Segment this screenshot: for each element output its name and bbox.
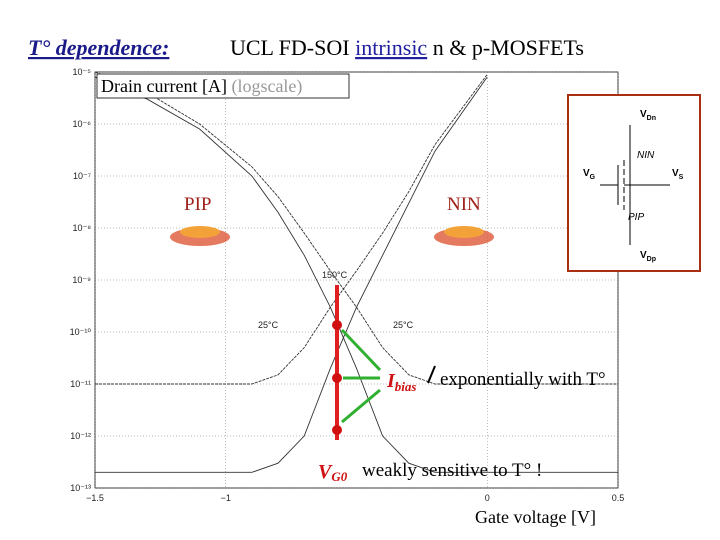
title-part: n & p-MOSFETs — [427, 35, 584, 60]
title-part: intrinsic — [355, 35, 427, 60]
y-tick-label: 10⁻¹³ — [70, 483, 91, 493]
inset-text: V — [583, 168, 590, 179]
ylabel: Drain current [A] — [101, 76, 227, 96]
inset-text: S — [679, 174, 684, 181]
inset-text: V — [640, 250, 647, 261]
curve — [95, 76, 488, 473]
y-tick-label: 10⁻¹¹ — [70, 379, 91, 389]
vg0-sub: G0 — [331, 469, 347, 484]
flame-icon — [170, 226, 494, 246]
ibias-label: Ibias — [386, 370, 416, 394]
inset-text: VDn — [640, 109, 656, 122]
ylabel-note: (logscale) — [231, 76, 302, 97]
temp-label: 25°C — [258, 320, 279, 330]
x-tick-label: 0.5 — [612, 493, 625, 503]
y-tick-label: 10⁻⁷ — [73, 171, 91, 181]
y-tick-label: 10⁻¹⁰ — [70, 327, 92, 337]
ibias-sub: bias — [395, 379, 417, 394]
inset-text: Dp — [647, 256, 656, 263]
inset-text: G — [590, 174, 596, 181]
inset-text: PIP — [628, 212, 644, 223]
y-tick-label: 10⁻⁵ — [73, 67, 92, 77]
title-part: UCL FD-SOI — [230, 35, 355, 60]
x-tick-label: 0 — [485, 493, 490, 503]
y-tick-label: 10⁻⁸ — [72, 223, 91, 233]
curve — [94, 71, 618, 385]
plot: 10⁻⁵ 10⁻⁶ 10⁻⁷ 10⁻⁸ 10⁻⁹ 10⁻¹⁰ 10⁻¹¹ 10⁻¹² 10⁻¹³… — [70, 67, 625, 503]
inset-text: NIN — [637, 150, 655, 161]
inset-text: VDp — [640, 250, 656, 263]
inset-text: VG — [583, 168, 596, 181]
x-tick-label: −1 — [221, 493, 231, 503]
y-axis-label: Drain current [A] (logscale) — [101, 76, 302, 97]
title: UCL FD-SOI intrinsic n & p-MOSFETs — [230, 35, 584, 60]
inset-text: Dn — [647, 115, 656, 122]
ibias-main: I — [386, 370, 396, 392]
inset-text: V — [672, 168, 679, 179]
vg0-marker — [332, 285, 436, 440]
vg0-label: VG0 — [318, 461, 348, 484]
y-tick-label: 10⁻¹² — [70, 431, 91, 441]
annotation: exponentially with T° — [440, 369, 606, 390]
inset-text: V — [640, 109, 647, 120]
ylabel-box — [96, 73, 350, 99]
annotation: weakly sensitive to T° ! — [362, 460, 542, 481]
temp-label: 25°C — [393, 320, 414, 330]
nin-label: NIN — [447, 194, 481, 215]
x-tick-label: −1.5 — [86, 493, 104, 503]
vg0-main: V — [318, 461, 333, 483]
inset-diagram: VDn NIN VG VS PIP VDp — [567, 94, 701, 272]
x-axis-label: Gate voltage [V] — [475, 507, 596, 527]
pip-label: PIP — [184, 194, 211, 215]
y-tick-label: 10⁻⁶ — [73, 119, 92, 129]
title-lead: T° dependence: — [28, 35, 169, 60]
temp-label: 150°C — [322, 270, 348, 280]
inset-text: VS — [672, 168, 684, 181]
curve — [95, 74, 488, 385]
y-tick-label: 10⁻⁹ — [72, 275, 91, 285]
